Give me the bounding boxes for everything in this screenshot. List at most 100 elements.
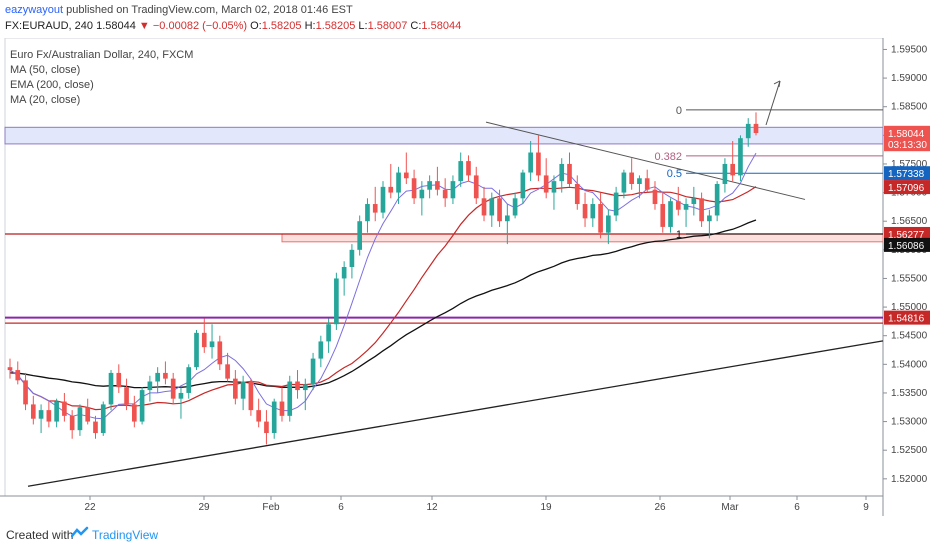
candle-body [264,421,269,434]
resistance-zone [4,126,884,145]
candle-body [256,410,261,422]
candle-body [372,204,378,213]
candle-body [388,186,394,193]
tradingview-logo-icon[interactable] [71,526,89,540]
candle-body [271,401,277,434]
candle-body [7,367,13,371]
publish-text: published on TradingView.com, March 02, … [66,4,353,16]
candle-body [660,204,666,227]
candle-body [93,421,98,434]
candle-body [691,198,697,205]
candle-body [714,183,720,216]
legend-ma50[interactable]: MA (50, close) [10,64,81,76]
candle-body [54,401,59,422]
tradingview-brand-link[interactable]: TradingView [92,528,159,542]
candle-body [155,372,160,382]
price-tag-label: 1.58044 [888,129,925,140]
candle-body [574,183,580,205]
legend-ma20[interactable]: MA (20, close) [10,94,81,106]
x-tick-label: 22 [84,502,96,513]
candle-body [450,181,456,199]
candle-body [559,163,565,182]
candle-body [458,161,464,182]
candle-body [505,215,510,222]
candle-body [318,341,324,359]
y-tick-label: 1.56500 [891,216,928,227]
price-chart[interactable]: 1.595001.590001.585001.580001.575001.570… [0,38,932,516]
candle-body [730,163,736,176]
candle-body [722,163,728,184]
candle-body [652,189,658,205]
candle-body [598,204,603,233]
candle-body [365,204,370,222]
y-tick-label: 1.52000 [891,474,928,485]
candle-body [497,198,502,222]
candle-body [738,138,743,176]
candle-body [707,215,712,222]
author-link[interactable]: eazywayout [5,4,64,16]
high-label: H: [304,20,316,32]
candle-body [287,381,293,416]
candle-body [435,181,440,190]
price-tag-bg [884,180,930,195]
candle-body [46,410,52,422]
candle-body [85,407,91,422]
candle-body [233,378,238,399]
price-tag-bg [884,166,930,181]
close-value: 1.58044 [421,20,462,32]
y-tick-label: 1.52500 [891,445,928,456]
price-tag-label: 1.57338 [888,169,925,180]
y-tick-label: 1.54000 [891,359,928,370]
candle-body [132,404,137,422]
plot-frame [4,38,884,497]
candle-body [100,404,106,434]
price-tag-bg [884,237,930,252]
y-tick-label: 1.55000 [891,302,928,313]
candle-body [38,410,44,419]
x-tick-label: 26 [654,502,666,513]
candle-body [396,172,401,193]
candle-body [528,152,533,173]
candle-body [551,181,557,193]
x-tick-label: 12 [426,502,438,513]
x-tick-label: 19 [540,502,552,513]
open-label: O: [250,20,262,32]
x-tick-label: 9 [863,502,869,513]
candle-body [675,201,681,210]
price-tag-label: 1.57096 [888,183,925,194]
y-tick-label: 1.58500 [891,102,928,113]
y-tick-label: 1.59000 [891,73,928,84]
open-value: 1.58205 [261,20,302,32]
price-tag-label: 1.56086 [888,241,925,252]
symbol-label[interactable]: FX:EURAUD, 240 [5,20,94,32]
candle-body [427,181,432,190]
x-tick-label: 6 [794,502,800,513]
candle-body [209,341,215,348]
fib-05-label: 0.5 [667,168,682,180]
y-tick-label: 1.57500 [891,159,928,170]
legend-instrument[interactable]: Euro Fx/Australian Dollar, 240, FXCM [10,49,194,61]
y-tick-label: 1.55500 [891,273,928,284]
candle-body [240,381,246,399]
candle-body [248,381,254,411]
y-tick-label: 1.53500 [891,388,928,399]
candle-body [419,189,425,199]
candle-body [489,198,495,216]
candle-body [536,152,541,176]
candle-body [62,401,67,416]
indicator-legend: Euro Fx/Australian Dollar, 240, FXCM MA … [10,48,193,108]
candle-body [30,404,36,419]
price-tag-label: 1.56277 [888,230,925,241]
candle-body [349,249,355,267]
candle-body [217,341,223,365]
projection-arrow-line [765,80,781,126]
projection-arrowhead-icon [773,80,781,88]
chart-area[interactable]: 1.595001.590001.585001.580001.575001.570… [0,38,932,516]
y-tick-label: 1.54500 [891,331,928,342]
candle-body [139,390,145,422]
support-zone [281,233,884,243]
x-tick-label: Feb [262,502,280,513]
low-label: L: [358,20,368,32]
candle-body [77,407,83,431]
legend-ema200[interactable]: EMA (200, close) [10,79,94,91]
